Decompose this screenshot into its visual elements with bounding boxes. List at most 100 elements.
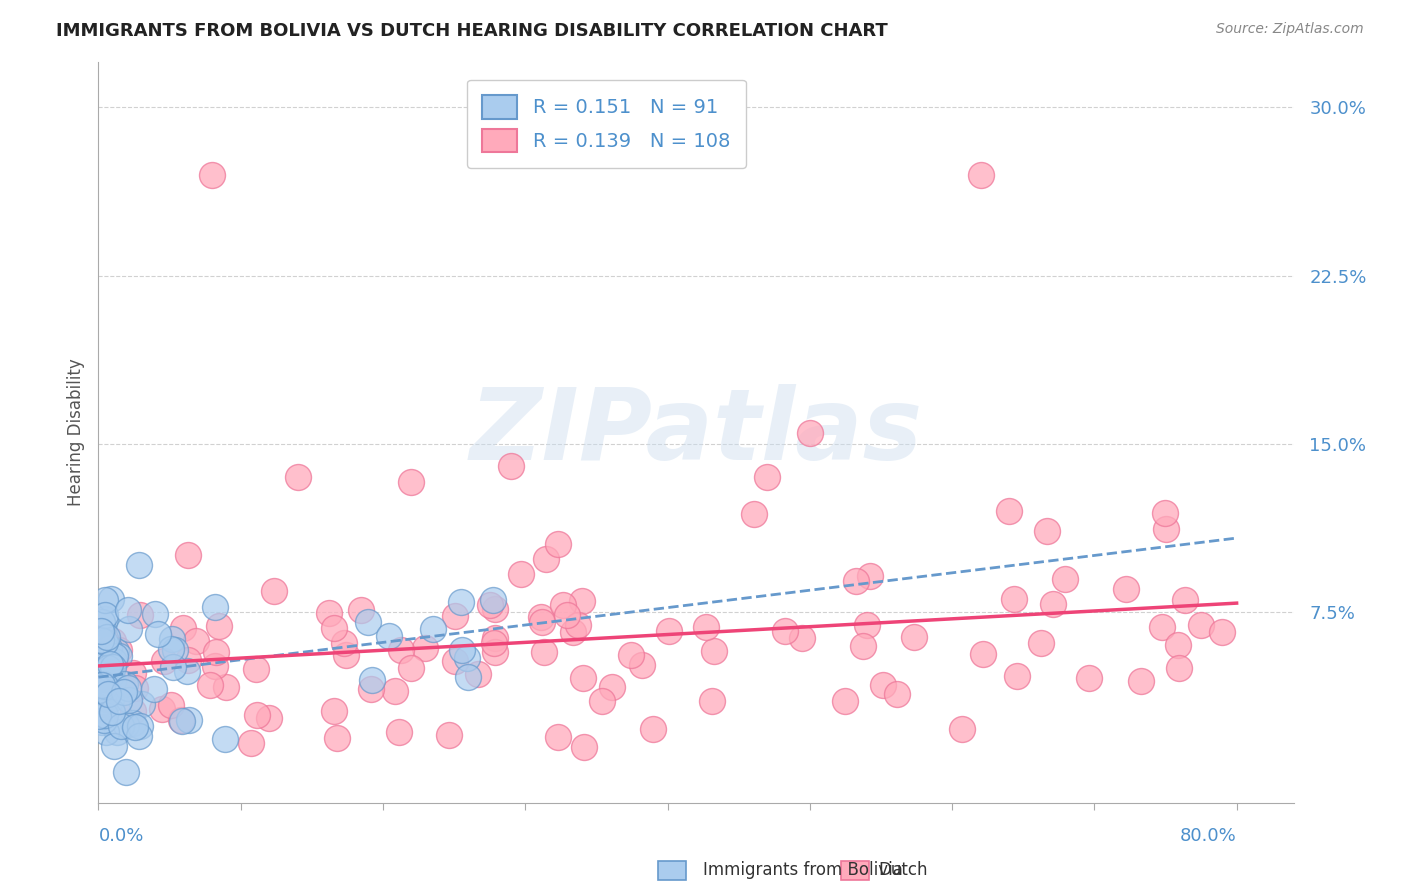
Point [571,594,593,608]
Point [114,765,136,780]
Point [287,470,309,484]
Point [87,709,110,723]
Point [94,635,117,649]
Point [852,639,875,653]
Point [547,730,569,744]
Point [90,701,112,715]
Point [641,723,664,737]
Point [93,640,115,654]
Point [479,598,502,612]
Point [567,618,589,632]
Point [950,722,973,736]
Point [401,475,423,489]
Point [972,647,994,661]
Point [215,680,238,694]
Point [562,625,585,640]
Point [1115,582,1137,597]
Point [114,717,136,731]
Point [104,649,127,664]
Point [399,661,422,675]
Point [172,714,194,728]
Point [93,681,115,695]
Point [332,636,354,650]
Point [100,705,122,719]
Point [179,714,201,728]
Point [450,595,472,609]
Point [1005,668,1028,682]
Point [484,631,506,645]
Point [204,659,226,673]
Point [529,609,551,624]
Point [176,665,198,679]
Point [572,740,595,755]
Point [602,681,624,695]
Point [859,569,882,583]
Point [323,704,346,718]
Point [384,684,406,698]
Point [104,643,127,657]
Point [799,425,821,440]
Point [121,666,143,681]
Point [117,681,139,696]
Point [128,558,150,572]
Point [536,551,558,566]
Point [94,679,117,693]
Text: 0.0%: 0.0% [98,827,143,846]
Point [162,660,184,674]
Point [700,694,723,708]
Point [110,719,132,733]
Point [571,671,593,685]
Point [94,724,117,739]
Point [91,625,114,640]
Point [101,673,124,688]
Point [422,622,444,636]
Point [112,684,135,698]
Point [198,677,221,691]
Point [165,642,187,657]
Point [143,681,166,696]
Text: Immigrants from Bolivia: Immigrants from Bolivia [703,861,903,879]
Point [263,584,285,599]
Point [97,641,120,656]
Point [1211,624,1233,639]
Point [245,662,267,676]
Point [100,668,122,682]
Point [100,673,122,688]
Point [903,630,925,644]
Point [108,649,131,664]
Point [108,642,131,657]
Point [177,653,200,667]
Point [591,693,613,707]
Point [160,698,183,713]
Point [1130,674,1153,689]
Point [444,609,467,624]
Point [1154,522,1177,536]
Point [1042,597,1064,611]
Text: 80.0%: 80.0% [1180,827,1237,846]
Point [170,714,193,728]
Point [97,687,120,701]
Point [557,607,579,622]
Point [89,685,111,699]
Point [124,681,146,695]
Point [756,470,779,484]
Point [160,632,183,647]
Point [325,731,347,745]
Point [90,667,112,681]
Point [94,592,117,607]
Point [122,704,145,718]
Point [530,615,553,629]
Point [1002,591,1025,606]
Point [204,600,226,615]
Point [96,690,118,705]
Point [1031,635,1053,649]
Point [91,714,114,729]
Point [456,650,478,665]
Point [388,725,411,739]
Point [349,603,371,617]
Point [114,677,136,691]
Point [94,690,117,705]
Point [105,725,128,739]
Point [89,659,111,673]
Point [1167,638,1189,652]
